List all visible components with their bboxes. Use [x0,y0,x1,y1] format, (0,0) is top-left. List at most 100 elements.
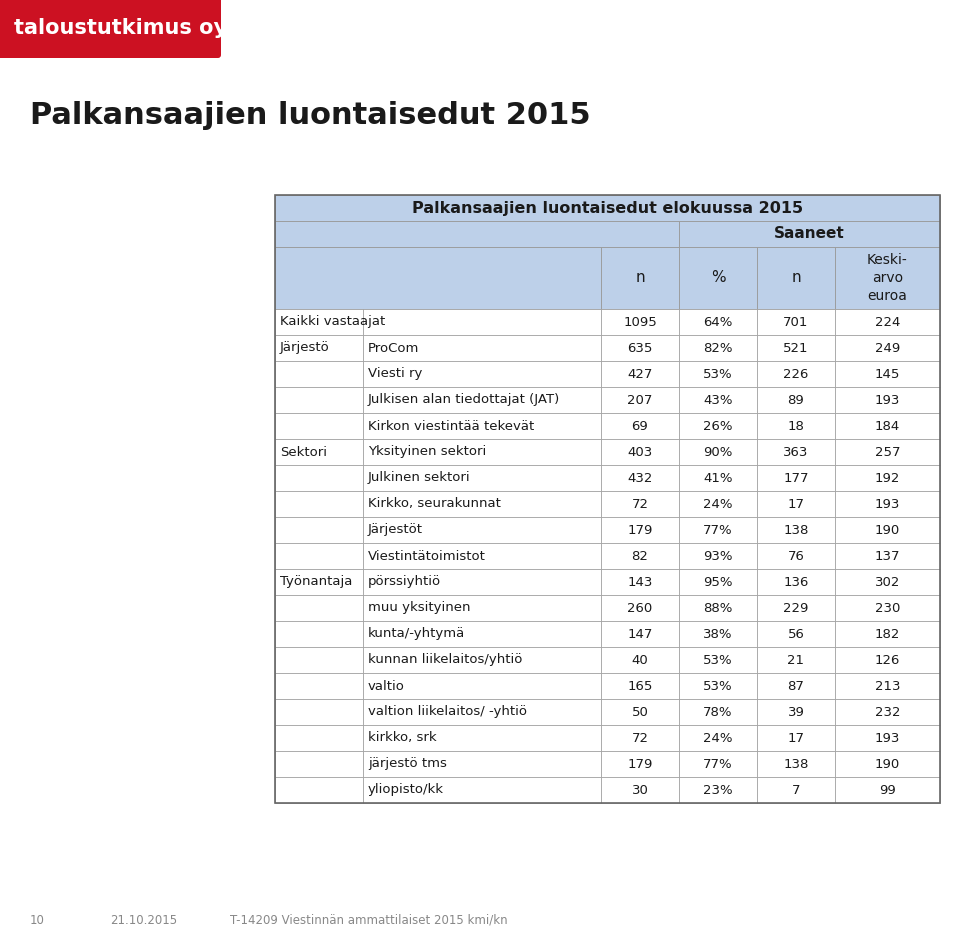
Bar [679,647,757,673]
Bar [835,439,940,465]
Text: 40: 40 [632,653,648,667]
Text: 302: 302 [875,575,900,588]
Bar [275,247,601,309]
Bar [679,439,757,465]
Text: 190: 190 [875,757,900,770]
Bar [679,595,757,621]
Bar [601,595,679,621]
Text: 137: 137 [875,550,900,563]
Text: 224: 224 [875,316,900,328]
Bar [275,751,363,777]
Bar [601,777,679,803]
Text: 24%: 24% [704,498,732,510]
Bar [679,335,757,361]
Text: 76: 76 [787,550,804,563]
Text: n: n [636,271,645,286]
Bar [835,309,940,335]
Text: 64%: 64% [704,316,732,328]
Bar [601,413,679,439]
Bar [835,777,940,803]
Bar [363,387,601,413]
Bar [679,465,757,491]
Text: 78%: 78% [704,705,732,719]
Bar [679,413,757,439]
Bar [363,465,601,491]
Text: 230: 230 [875,602,900,615]
Text: valtion liikelaitos/ -yhtiö: valtion liikelaitos/ -yhtiö [368,705,527,719]
Text: yliopisto/kk: yliopisto/kk [368,784,444,797]
Bar [275,195,940,803]
Text: T-14209 Viestinnän ammattilaiset 2015 kmi/kn: T-14209 Viestinnän ammattilaiset 2015 km… [230,914,508,927]
Bar [363,647,601,673]
Bar [835,543,940,569]
FancyBboxPatch shape [0,0,221,58]
Text: Keski-
arvo
euroa: Keski- arvo euroa [867,253,908,304]
Bar [835,699,940,725]
Bar [363,569,601,595]
Text: 1095: 1095 [623,316,657,328]
Bar [757,247,835,309]
Bar [679,517,757,543]
Bar [275,517,363,543]
Text: 87: 87 [787,680,804,692]
Text: 207: 207 [627,393,653,406]
Text: 229: 229 [783,602,808,615]
Text: 145: 145 [875,368,900,380]
Bar [275,673,363,699]
Text: Palkansaajien luontaisedut elokuussa 2015: Palkansaajien luontaisedut elokuussa 201… [412,201,804,216]
Text: 77%: 77% [703,523,732,537]
Text: Julkinen sektori: Julkinen sektori [368,472,470,485]
Text: 89: 89 [787,393,804,406]
Bar [679,621,757,647]
Bar [363,595,601,621]
Bar [275,335,363,361]
Bar [601,543,679,569]
Bar [601,387,679,413]
Bar [757,725,835,751]
Text: 95%: 95% [704,575,732,588]
Bar [363,439,601,465]
Text: 17: 17 [787,732,804,745]
Text: 165: 165 [627,680,653,692]
Text: 179: 179 [627,523,653,537]
Bar [679,309,757,335]
Bar [835,751,940,777]
Bar [363,725,601,751]
Text: 193: 193 [875,732,900,745]
Bar [679,751,757,777]
Bar [275,413,363,439]
Text: 93%: 93% [704,550,732,563]
Bar [601,309,679,335]
Text: ProCom: ProCom [368,341,420,355]
Bar [679,361,757,387]
Bar [679,673,757,699]
Text: 701: 701 [783,316,808,328]
Text: kunnan liikelaitos/yhtiö: kunnan liikelaitos/yhtiö [368,653,522,667]
Bar [275,699,363,725]
Text: 260: 260 [628,602,653,615]
Text: 126: 126 [875,653,900,667]
Bar [601,491,679,517]
Bar [679,221,940,247]
Bar [835,595,940,621]
Text: 232: 232 [875,705,900,719]
Bar [363,543,601,569]
Text: 39: 39 [787,705,804,719]
Bar [363,517,601,543]
Bar [601,751,679,777]
Text: 99: 99 [879,784,896,797]
Text: pörssiyhtiö: pörssiyhtiö [368,575,442,588]
Bar [757,777,835,803]
Text: 53%: 53% [703,680,732,692]
Bar [601,361,679,387]
Text: 179: 179 [627,757,653,770]
Text: Kirkko, seurakunnat: Kirkko, seurakunnat [368,498,501,510]
Text: 72: 72 [632,498,649,510]
Text: 10: 10 [30,914,45,927]
Text: Julkisen alan tiedottajat (JAT): Julkisen alan tiedottajat (JAT) [368,393,561,406]
Text: 43%: 43% [704,393,732,406]
Bar [835,725,940,751]
Text: Palkansaajien luontaisedut 2015: Palkansaajien luontaisedut 2015 [30,101,590,129]
Bar [757,699,835,725]
Bar [757,465,835,491]
